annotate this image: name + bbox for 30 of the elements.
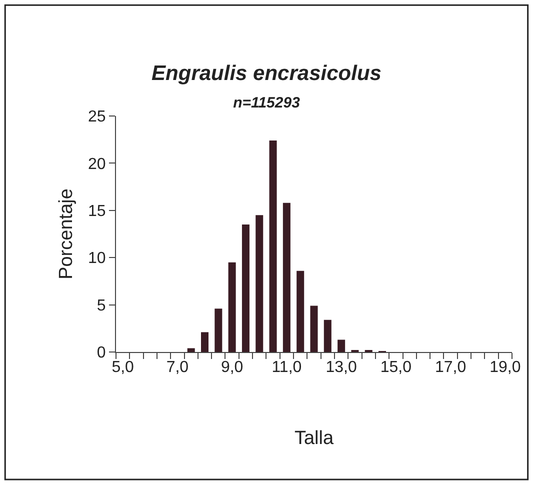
- x-tick-label: 5,0: [112, 359, 134, 376]
- x-tick-label: 9,0: [220, 359, 244, 376]
- x-axis-title: Talla: [294, 428, 334, 449]
- bar: [296, 270, 304, 352]
- y-tick-label: 10: [88, 250, 106, 268]
- bar: [310, 306, 318, 352]
- bar: [324, 320, 332, 352]
- y-tick-label: 0: [96, 344, 106, 362]
- x-tick-label: 11,0: [272, 359, 302, 376]
- bar: [201, 332, 209, 352]
- x-tick-label: 15,0: [380, 359, 412, 376]
- bar: [214, 308, 222, 352]
- y-tick-label: 20: [88, 156, 106, 173]
- x-tick-label: 19,0: [490, 359, 521, 376]
- chart-subtitle: n=115293: [233, 94, 301, 112]
- bar: [242, 224, 250, 352]
- x-tick-label: 13,0: [326, 359, 357, 376]
- x-tick-label: 7,0: [166, 359, 189, 376]
- y-tick-label: 25: [88, 108, 106, 126]
- y-tick-label: 5: [96, 297, 106, 314]
- y-tick-label: 15: [88, 203, 106, 220]
- bar: [282, 202, 290, 352]
- x-tick-label: 17,0: [434, 359, 466, 376]
- y-axis-title: Porcentaje: [56, 188, 77, 280]
- bar: [228, 262, 236, 352]
- chart-title: Engraulis encrasicolus: [152, 62, 382, 86]
- bar: [256, 215, 264, 352]
- bar: [338, 340, 346, 352]
- bar: [269, 140, 277, 352]
- bar: [187, 348, 195, 352]
